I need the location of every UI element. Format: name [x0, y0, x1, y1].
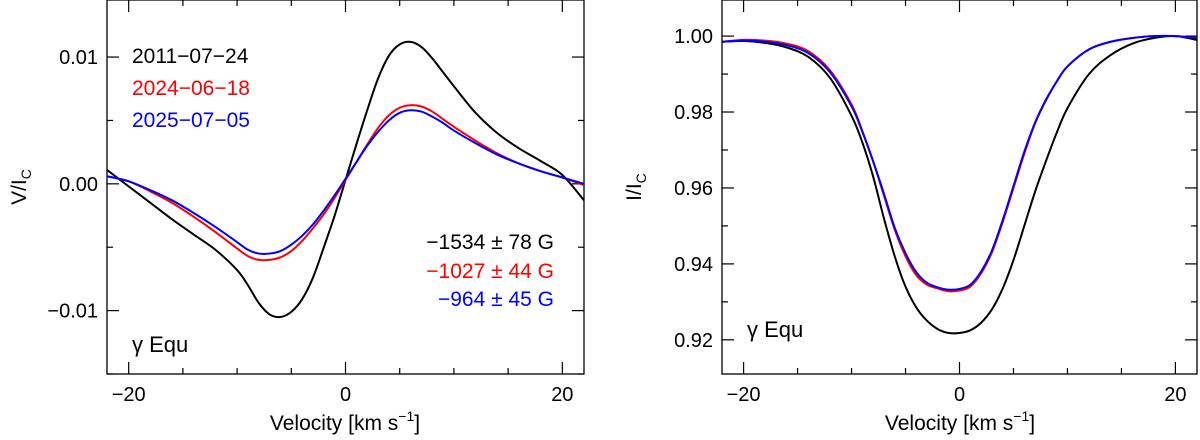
x-tick-label: −20: [112, 384, 146, 406]
right-xlabel-main: Velocity [km s: [885, 412, 1013, 435]
right-star-label: γ Equ: [747, 317, 803, 342]
field-label-2024: −1027 ± 44 G: [426, 260, 554, 283]
field-label-2011: −1534 ± 78 G: [426, 231, 554, 254]
left-star-label: γ Equ: [132, 332, 188, 357]
left-xlabel-sup: −1: [398, 408, 414, 424]
left-ylabel-sub: C: [18, 169, 34, 179]
y-tick-label: 1.00: [674, 26, 713, 48]
y-tick-label: 0.96: [674, 178, 713, 200]
series-line-2025-07-05: [722, 34, 1197, 291]
right-xlabel-close: ]: [1029, 412, 1035, 435]
left-series-group: [107, 40, 584, 319]
right-x-axis-title: Velocity [km s−1]: [885, 408, 1035, 435]
x-tick-label: −20: [727, 384, 761, 406]
right-y-axis-title: I/IC: [623, 173, 649, 201]
left-xlabel-main: Velocity [km s: [270, 412, 398, 435]
right-ylabel-main: I/I: [623, 183, 646, 201]
left-xlabel-close: ]: [414, 412, 420, 435]
x-tick-label: 0: [954, 384, 965, 406]
y-tick-label: 0.01: [59, 47, 98, 69]
x-tick-label: 0: [340, 384, 351, 406]
y-tick-label: 0.98: [674, 102, 713, 124]
y-tick-label: 0.00: [59, 174, 98, 196]
legend-entry-2025: 2025−07−05: [132, 109, 250, 132]
series-line-2011-07-24: [722, 35, 1197, 335]
left-y-axis-title: V/IC: [8, 169, 34, 205]
right-ticks: −20 0 20 1.00 0.98 0.96 0.94 0.92: [674, 0, 1197, 406]
left-ticks: −20 0 20 0.01 0.00 −0.01: [47, 0, 584, 406]
right-ylabel-sub: C: [633, 173, 649, 183]
field-label-2025: −964 ± 45 G: [438, 288, 554, 311]
left-ylabel-main: V/I: [8, 179, 31, 205]
x-tick-label: 20: [1164, 384, 1186, 406]
left-panel-vi: −20 0 20 0.01 0.00 −0.01 2011−07−24 2024−06−1…: [8, 0, 585, 435]
left-x-axis-title: Velocity [km s−1]: [270, 408, 420, 435]
y-tick-label: −0.01: [47, 301, 98, 323]
left-legend: 2011−07−24 2024−06−18 2025−07−05: [132, 45, 250, 132]
right-series-group: [722, 34, 1197, 335]
right-panel-intensity: −20 0 20 1.00 0.98 0.96 0.94 0.92 γ Equ Velocit…: [623, 0, 1198, 435]
legend-entry-2011: 2011−07−24: [132, 45, 249, 68]
y-tick-label: 0.94: [674, 254, 713, 276]
series-line-2025-07-05: [107, 109, 584, 255]
legend-entry-2024: 2024−06−18: [132, 77, 250, 100]
y-tick-label: 0.92: [674, 330, 713, 352]
left-field-labels: −1534 ± 78 G −1027 ± 44 G −964 ± 45 G: [426, 231, 554, 311]
right-xlabel-sup: −1: [1013, 408, 1029, 424]
x-tick-label: 20: [551, 384, 573, 406]
series-line-2024-06-18: [722, 34, 1197, 293]
